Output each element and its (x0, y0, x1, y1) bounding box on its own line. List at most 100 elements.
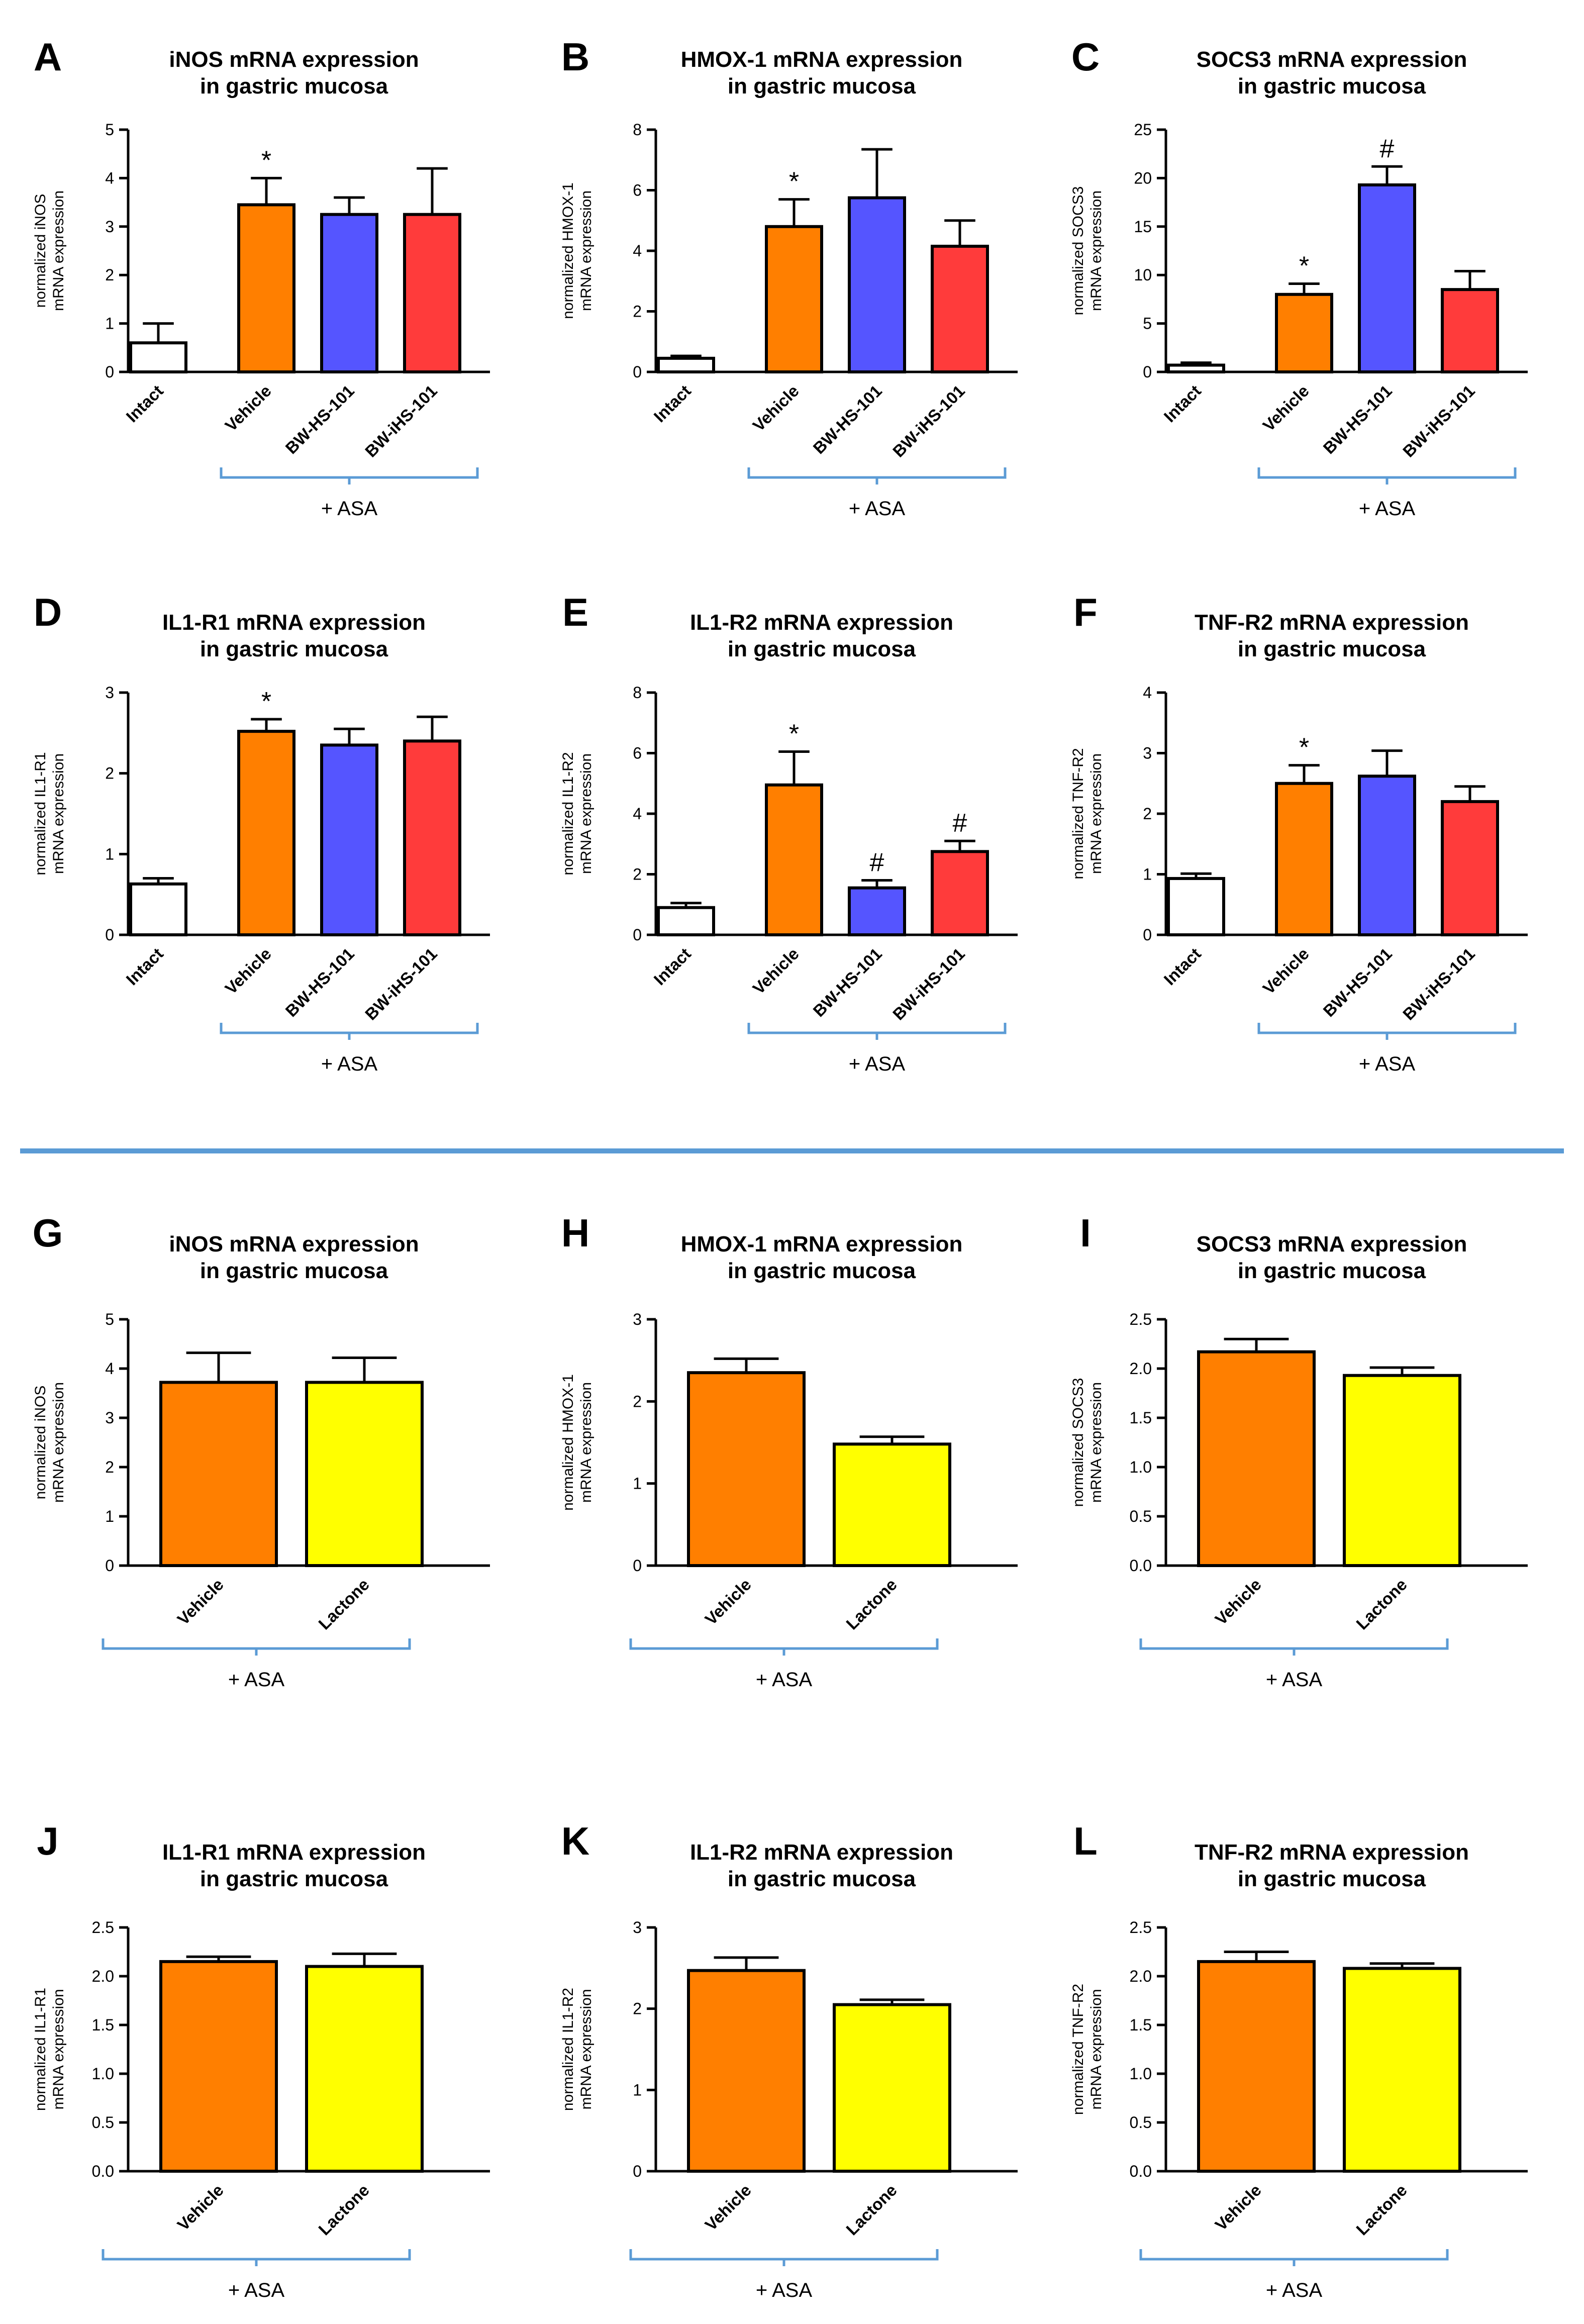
group-bracket (629, 2249, 939, 2266)
bar-intact (1167, 877, 1225, 937)
y-tick-label: 0 (1143, 926, 1152, 944)
y-axis-label: normalized TNF-R2 (1070, 748, 1086, 879)
y-tick-label: 0.5 (1130, 1507, 1152, 1525)
y-tick-label: 0 (105, 363, 114, 381)
y-axis-label: normalized IL1-R2 (560, 1988, 576, 2111)
chart-title-line: in gastric mucosa (728, 637, 916, 661)
x-category-label: Lactone (1352, 1575, 1411, 1633)
y-tick-label: 4 (633, 805, 642, 823)
chart-title-line: in gastric mucosa (728, 1258, 916, 1283)
x-category-label: BW-iHS-101 (1399, 381, 1478, 461)
x-category-label: Lactone (315, 2181, 373, 2239)
y-tick-label: 3 (105, 218, 114, 236)
bar-bw-ihs-101 (403, 213, 461, 373)
group-bracket (220, 1023, 479, 1040)
bar-intact (657, 356, 715, 374)
y-tick-label: 2 (633, 2000, 642, 2018)
x-category-label: Lactone (842, 1575, 901, 1633)
x-category-label: BW-HS-101 (281, 381, 357, 457)
group-bracket (102, 1638, 411, 1656)
chart-title-line: TNF-R2 mRNA expression (1195, 610, 1469, 635)
panel-letter: E (562, 590, 588, 634)
y-tick-label: 1.5 (92, 2016, 114, 2034)
y-axis-label: mRNA expression (1088, 753, 1105, 874)
y-tick-label: 2 (105, 1458, 114, 1476)
significance-marker: * (789, 719, 799, 748)
x-category-label: Intact (1160, 381, 1205, 426)
y-axis-label: normalized HMOX-1 (560, 182, 576, 319)
y-tick-label: 3 (633, 1310, 642, 1328)
group-bracket (747, 1023, 1007, 1040)
x-category-label: BW-iHS-101 (889, 381, 968, 461)
group-label: + ASA (321, 498, 378, 520)
panel-letter: B (561, 35, 589, 79)
y-tick-label: 3 (105, 684, 114, 702)
group-bracket (1139, 1638, 1449, 1656)
bar-bw-hs-101 (320, 213, 378, 373)
y-tick-label: 3 (105, 1409, 114, 1427)
y-axis-label: mRNA expression (1088, 1382, 1105, 1503)
x-category-label: BW-iHS-101 (889, 944, 968, 1024)
bar-vehicle (1197, 1350, 1316, 1567)
panel-letter: J (37, 1819, 58, 1863)
x-category-label: Vehicle (1211, 1575, 1265, 1629)
x-category-label: Intact (650, 944, 695, 989)
x-category-label: Vehicle (173, 1575, 227, 1629)
y-axis-label: mRNA expression (578, 190, 595, 311)
x-category-label: Vehicle (173, 2181, 227, 2235)
chart-title-line: IL1-R2 mRNA expression (690, 1840, 953, 1865)
bar-bw-ihs-101 (403, 739, 461, 937)
y-tick-label: 1.5 (1130, 2016, 1152, 2034)
group-label: + ASA (1266, 1669, 1323, 1691)
bar-bw-ihs-101 (1441, 800, 1499, 937)
bar-bw-ihs-101 (931, 244, 989, 373)
y-tick-label: 1.0 (1130, 2065, 1152, 2083)
y-tick-label: 6 (633, 181, 642, 200)
y-axis-label: mRNA expression (50, 753, 67, 874)
x-category-label: Vehicle (221, 944, 275, 998)
y-tick-label: 2.5 (1130, 1918, 1152, 1936)
y-axis-label: mRNA expression (1088, 1989, 1105, 2109)
bar-vehicle (687, 1969, 806, 2173)
y-axis-label: normalized SOCS3 (1070, 186, 1086, 316)
y-tick-label: 2.5 (1130, 1310, 1152, 1328)
y-tick-label: 1 (1143, 865, 1152, 884)
x-category-label: BW-HS-101 (1319, 944, 1395, 1020)
y-tick-label: 0.5 (92, 2113, 114, 2132)
y-tick-label: 2 (633, 1392, 642, 1410)
y-tick-label: 1.0 (1130, 1458, 1152, 1476)
y-tick-label: 15 (1134, 218, 1152, 236)
chart-title-line: TNF-R2 mRNA expression (1195, 1840, 1469, 1865)
y-tick-label: 0.0 (92, 2162, 114, 2180)
y-tick-label: 1 (105, 315, 114, 333)
y-axis-label: mRNA expression (578, 1382, 595, 1503)
panel-letter: F (1073, 590, 1098, 634)
y-axis-label: normalized IL1-R2 (560, 752, 576, 875)
y-tick-label: 25 (1134, 121, 1152, 139)
bar-vehicle (237, 730, 295, 936)
chart-title-line: in gastric mucosa (200, 1867, 388, 1891)
bar-bw-hs-101 (848, 886, 906, 937)
bar-bw-ihs-101 (931, 850, 989, 936)
bar-lactone (833, 1442, 951, 1567)
y-tick-label: 4 (633, 242, 642, 260)
y-tick-label: 4 (1143, 684, 1152, 702)
bar-vehicle (687, 1371, 806, 1568)
bar-vehicle (1197, 1960, 1316, 2173)
group-bracket (629, 1638, 939, 1656)
y-tick-label: 1 (105, 845, 114, 863)
y-tick-label: 2 (633, 303, 642, 321)
x-category-label: Vehicle (1211, 2181, 1265, 2235)
chart-title-line: iNOS mRNA expression (169, 47, 419, 72)
y-axis-label: normalized iNOS (32, 194, 49, 308)
y-tick-label: 4 (105, 169, 114, 187)
chart-title-line: in gastric mucosa (200, 637, 388, 661)
significance-marker: # (953, 809, 967, 838)
